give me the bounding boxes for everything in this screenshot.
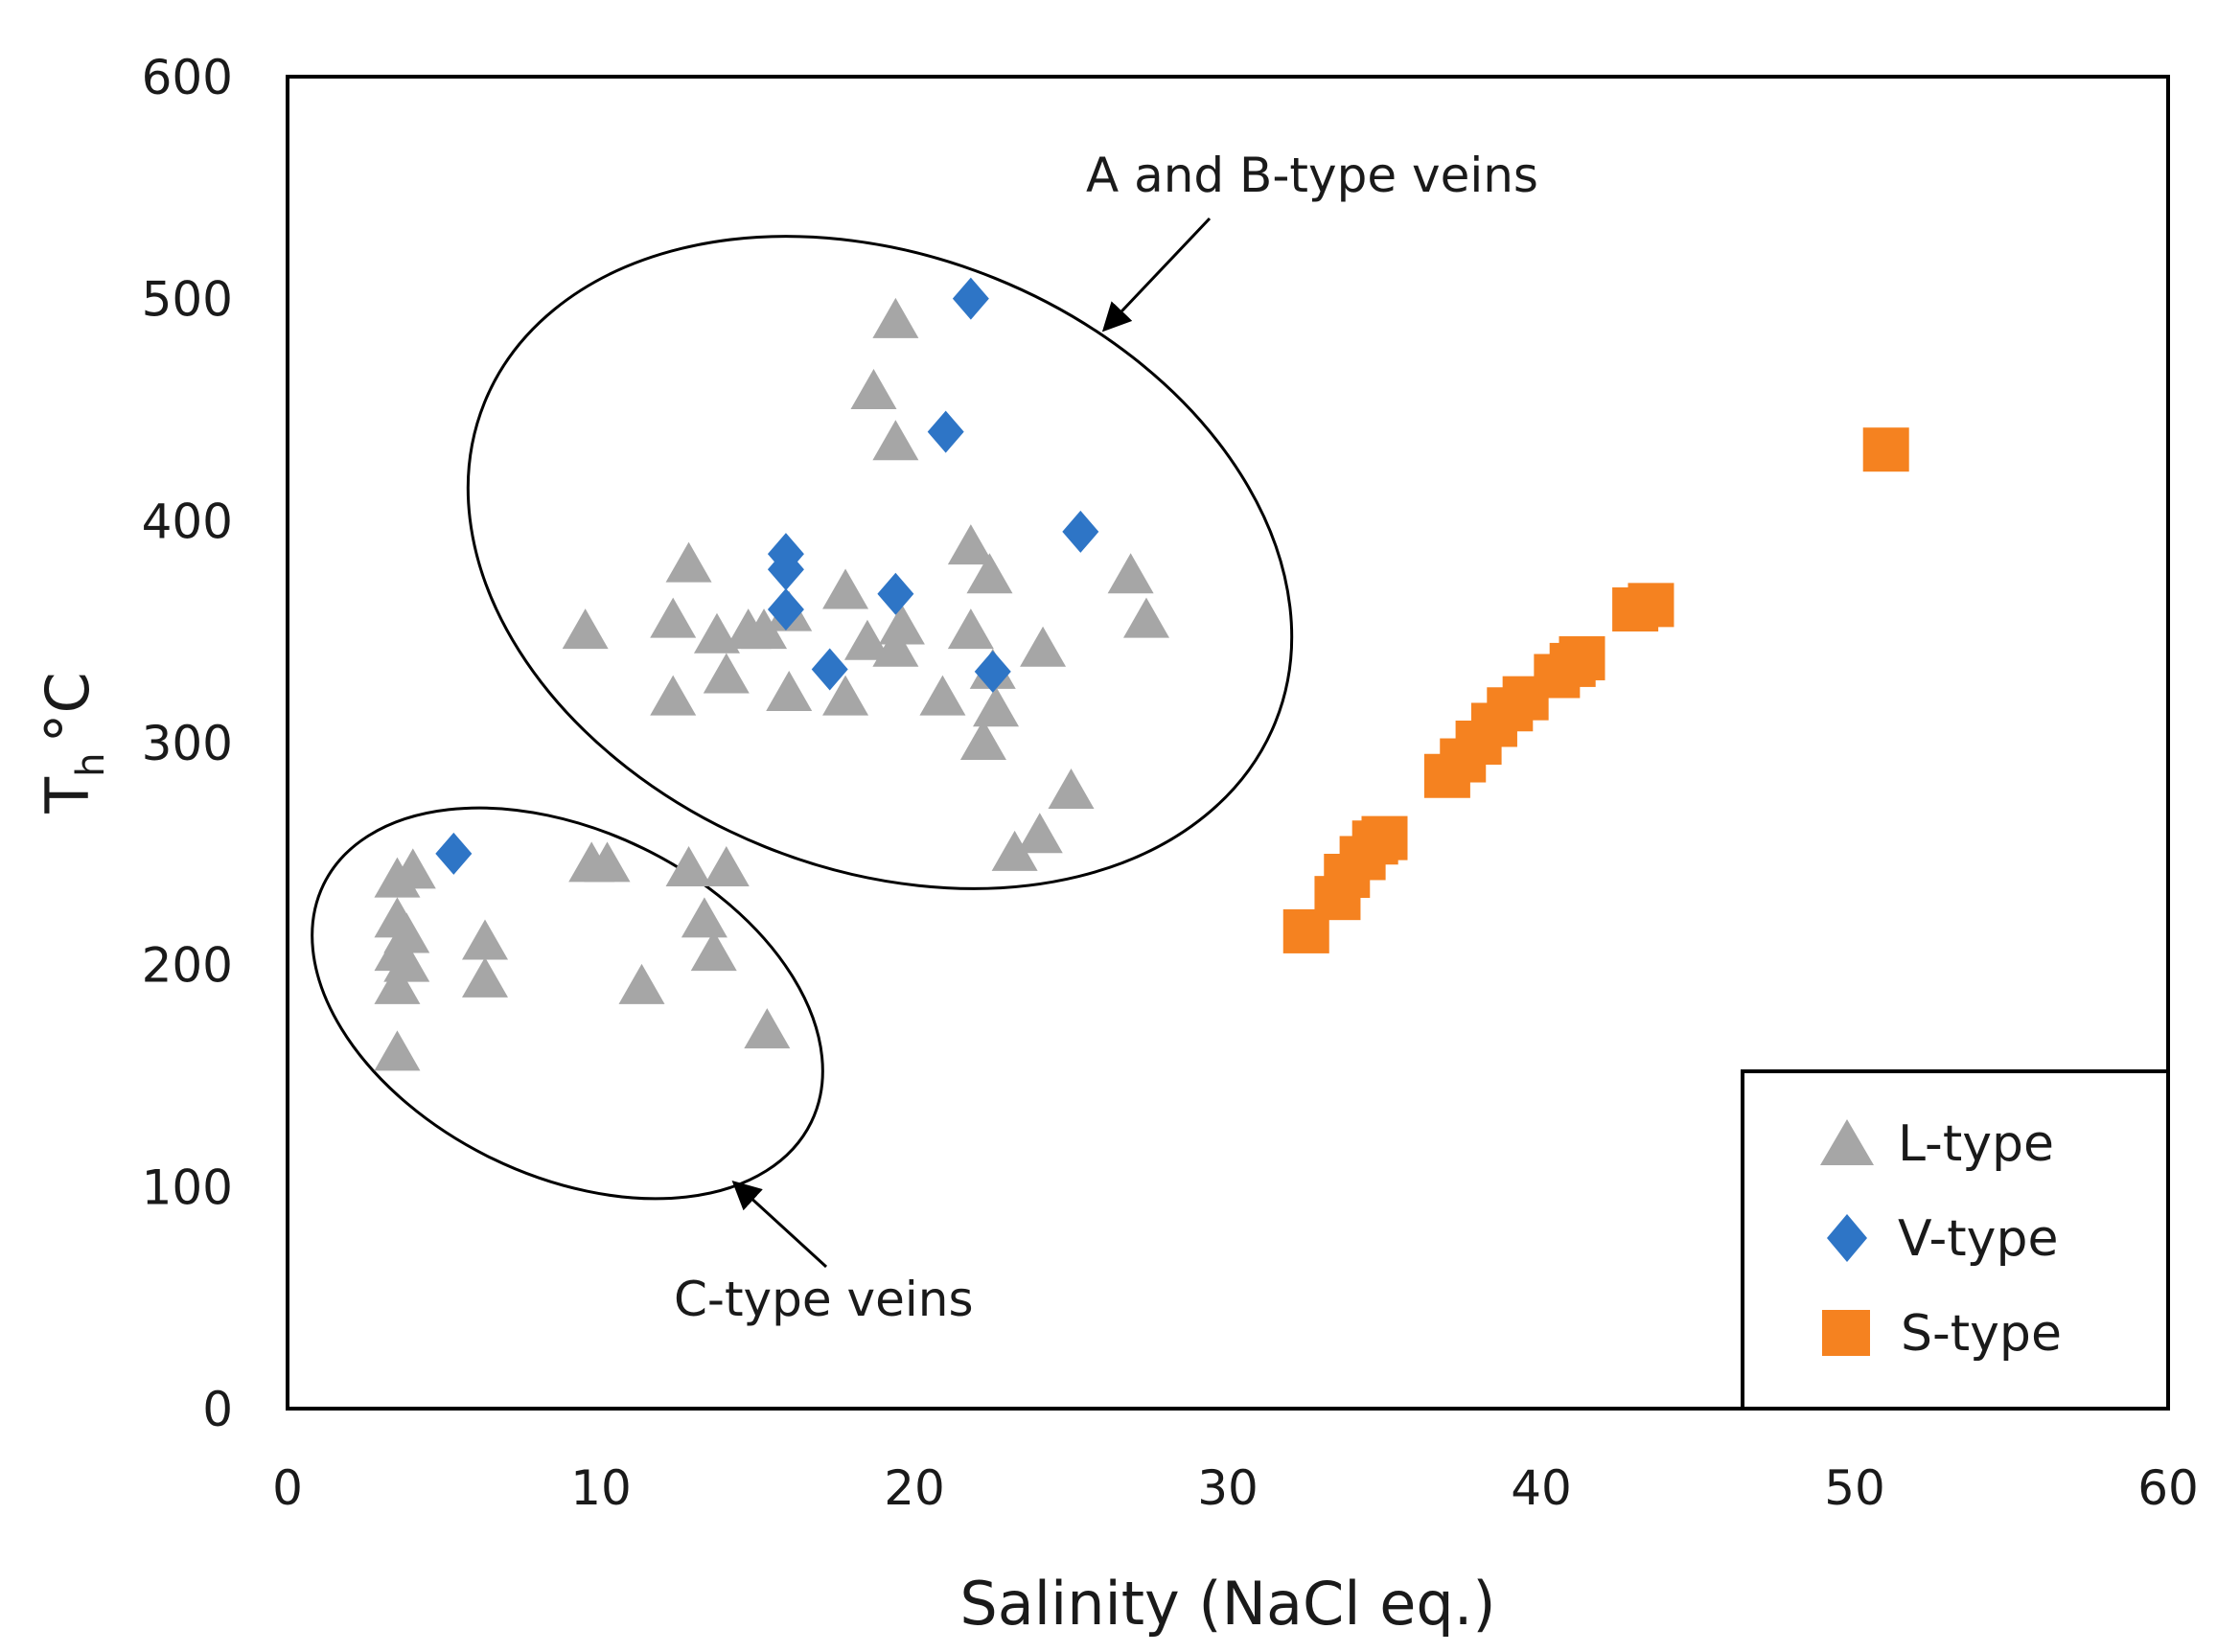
data-point-l-type <box>991 830 1038 871</box>
data-point-s-type <box>1559 635 1605 680</box>
x-tick-label: 40 <box>1511 1460 1572 1516</box>
legend-marker-s-type <box>1822 1310 1870 1356</box>
y-tick-label: 500 <box>142 272 233 328</box>
data-point-l-type <box>822 568 869 609</box>
data-point-l-type <box>383 912 430 953</box>
data-point-v-type <box>767 588 804 631</box>
data-point-l-type <box>973 686 1020 727</box>
y-tick-labels: 0 100 200 300 400 500 600 <box>142 50 233 1437</box>
series-l-type <box>374 297 1169 1071</box>
data-point-l-type <box>1122 597 1169 638</box>
data-point-s-type <box>1862 427 1909 472</box>
data-point-l-type <box>1048 768 1095 809</box>
data-point-v-type <box>767 548 804 591</box>
legend-label-v-type: V-type <box>1898 1210 2058 1268</box>
data-point-l-type <box>966 553 1013 594</box>
data-point-l-type <box>383 941 430 982</box>
data-point-l-type <box>665 846 712 887</box>
data-point-l-type <box>374 963 421 1004</box>
ellipse-c-type <box>311 806 824 1201</box>
data-point-l-type <box>766 671 813 712</box>
data-point-l-type <box>872 626 919 667</box>
data-point-l-type <box>562 608 609 650</box>
data-point-l-type <box>1020 626 1067 667</box>
data-point-v-type <box>952 277 989 320</box>
y-axis-label-main: T <box>33 776 103 815</box>
legend-marker-l-type <box>1820 1119 1874 1165</box>
data-point-l-type <box>872 420 919 461</box>
y-tick-label: 100 <box>142 1159 233 1215</box>
annotation-ab-type: A and B-type veins <box>1086 148 1538 203</box>
data-point-l-type <box>650 597 697 638</box>
arrow-ab-type <box>1101 217 1212 333</box>
plot-area-frame <box>286 75 2170 1411</box>
svg-text:Th°C: Th °C <box>33 672 113 815</box>
data-point-l-type <box>843 619 890 660</box>
arrow-c-type <box>731 1180 828 1269</box>
x-tick-label: 50 <box>1824 1460 1885 1516</box>
annotation-c-type: C-type veins <box>674 1272 974 1327</box>
data-point-l-type <box>878 604 925 645</box>
x-tick-labels: 0 10 20 30 40 50 60 <box>272 1460 2199 1516</box>
data-point-l-type <box>690 930 737 972</box>
data-point-v-type <box>435 832 473 875</box>
data-point-l-type <box>584 841 631 883</box>
y-axis-label-unit: °C <box>33 672 103 743</box>
data-point-l-type <box>1107 553 1154 594</box>
data-point-v-type <box>927 410 964 453</box>
y-tick-label: 600 <box>142 50 233 105</box>
data-point-l-type <box>822 675 869 716</box>
data-point-l-type <box>703 846 750 887</box>
y-tick-label: 200 <box>142 938 233 994</box>
data-point-l-type <box>703 653 750 694</box>
x-tick-label: 20 <box>884 1460 945 1516</box>
y-tick-label: 300 <box>142 716 233 771</box>
y-axis-label: Th °C <box>33 672 113 815</box>
data-point-s-type <box>1628 583 1674 628</box>
data-point-l-type <box>959 720 1006 760</box>
x-axis-label: Salinity (NaCl eq.) <box>959 1569 1495 1639</box>
data-point-s-type <box>1361 815 1408 860</box>
data-point-v-type <box>1062 510 1099 553</box>
y-axis-label-sub: h <box>69 753 113 777</box>
legend-marker-v-type <box>1827 1214 1867 1262</box>
series-s-type <box>1282 427 1909 953</box>
y-tick-label: 0 <box>202 1382 233 1437</box>
data-point-l-type <box>681 897 727 938</box>
data-point-l-type <box>919 675 966 716</box>
data-point-l-type <box>947 608 994 650</box>
x-tick-label: 10 <box>570 1460 632 1516</box>
data-point-l-type <box>462 956 509 998</box>
data-point-v-type <box>877 572 914 615</box>
data-point-l-type <box>650 675 697 716</box>
legend-label-s-type: S-type <box>1901 1305 2062 1363</box>
x-tick-label: 60 <box>2137 1460 2199 1516</box>
data-point-l-type <box>744 1008 791 1049</box>
data-point-l-type <box>462 919 509 960</box>
data-point-l-type <box>665 541 712 583</box>
data-point-l-type <box>618 963 665 1004</box>
data-point-l-type <box>850 368 897 409</box>
legend: L-type V-type S-type <box>1741 1069 2170 1411</box>
data-point-l-type <box>872 297 919 338</box>
legend-box <box>1741 1069 2170 1411</box>
data-point-l-type <box>389 848 436 889</box>
series-v-type <box>435 277 1099 875</box>
x-tick-label: 0 <box>272 1460 303 1516</box>
legend-label-l-type: L-type <box>1898 1115 2054 1173</box>
data-point-l-type <box>1016 813 1063 854</box>
data-point-l-type <box>741 608 788 650</box>
ellipse-ab-type <box>466 235 1294 890</box>
data-point-l-type <box>947 524 994 565</box>
data-point-l-type <box>374 1030 421 1071</box>
data-point-v-type <box>974 650 1011 693</box>
points-layer <box>374 277 1909 1071</box>
x-tick-label: 30 <box>1197 1460 1259 1516</box>
data-point-v-type <box>811 648 848 691</box>
data-point-l-type <box>693 612 740 654</box>
y-tick-label: 400 <box>142 493 233 549</box>
